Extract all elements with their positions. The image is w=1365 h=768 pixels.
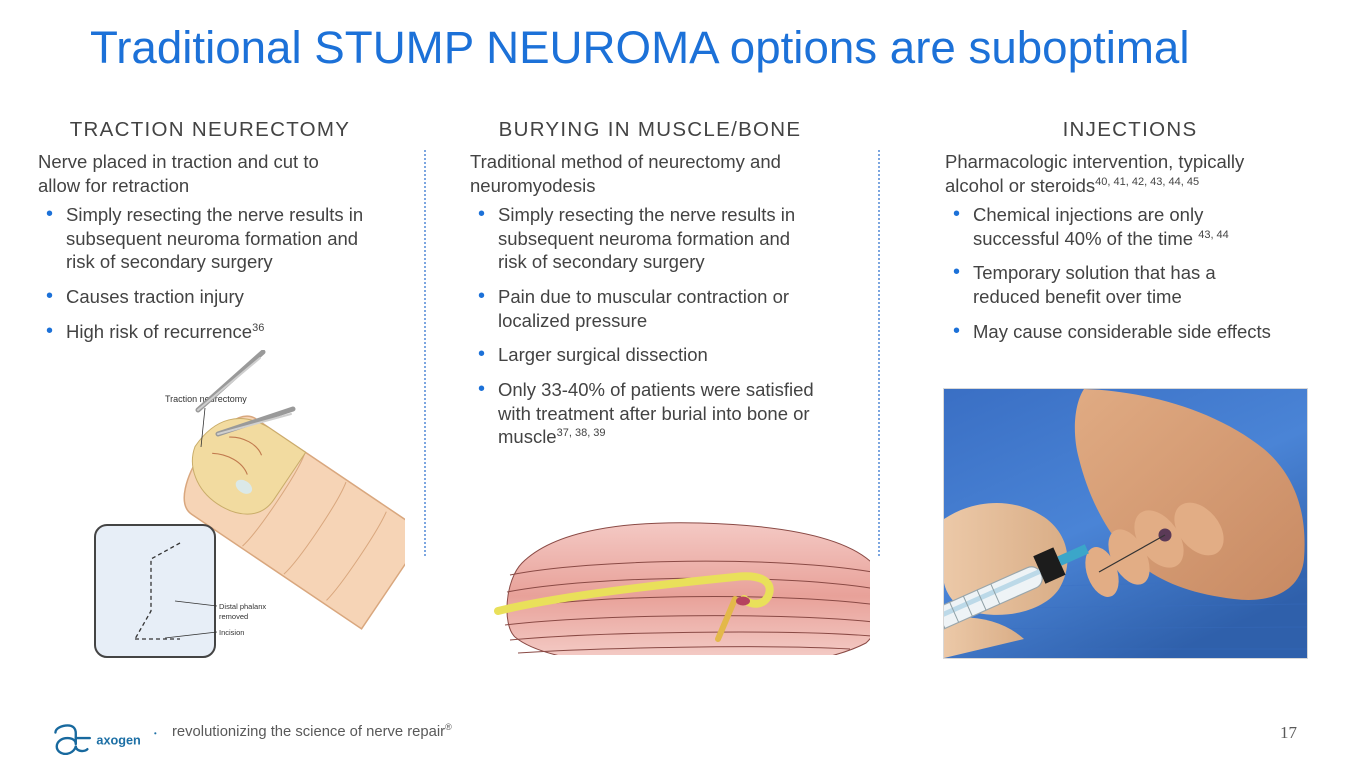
svg-text:axogen: axogen [96,733,140,747]
svg-text:removed: removed [219,612,248,621]
svg-text:Incision: Incision [219,628,244,637]
svg-text:Distal phalanx: Distal phalanx [219,602,266,611]
